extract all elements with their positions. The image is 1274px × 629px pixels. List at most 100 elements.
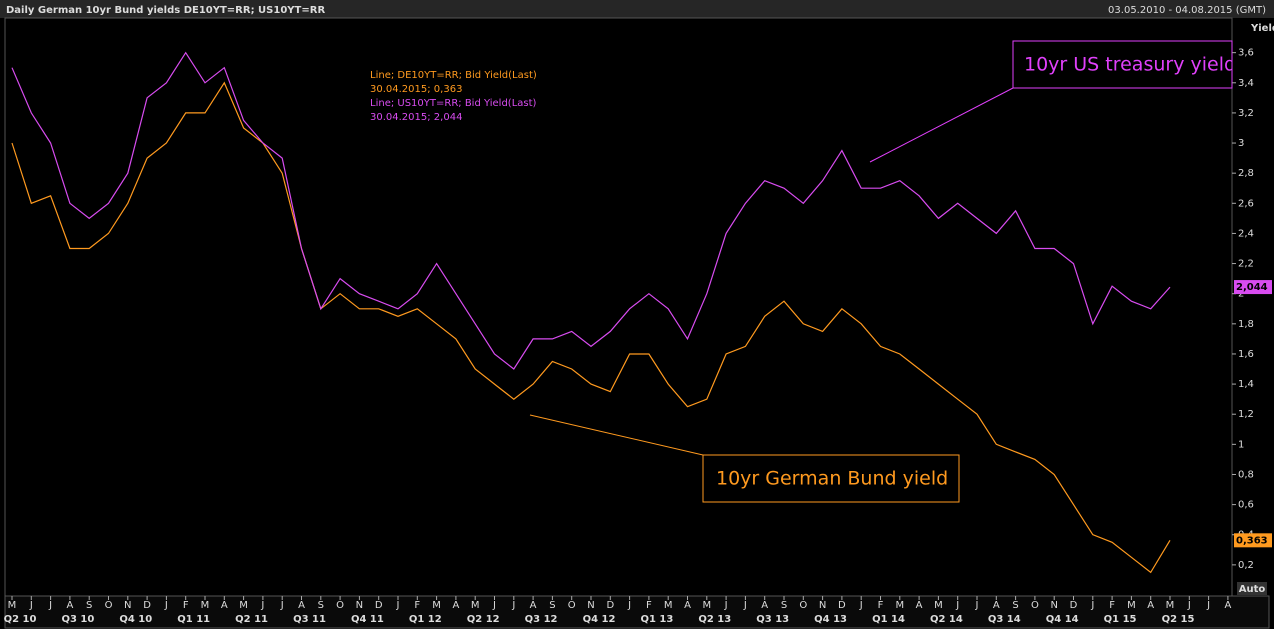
x-tick-label: O	[568, 600, 576, 611]
y-tick-label: 1,6	[1238, 349, 1254, 360]
x-tick-label: N	[587, 600, 594, 611]
x-tick-label: J	[627, 600, 631, 611]
x-tick-label: O	[1031, 600, 1039, 611]
x-tick-label: O	[105, 600, 113, 611]
x-tick-label: A	[298, 600, 305, 611]
quarter-label: Q1 13	[640, 614, 673, 625]
auto-label: Auto	[1239, 584, 1266, 595]
x-tick-label: M	[1127, 600, 1136, 611]
annotation-connector	[869, 87, 1014, 163]
x-tick-label: M	[239, 600, 248, 611]
x-tick-label: A	[684, 600, 691, 611]
x-tick-label: A	[1224, 600, 1231, 611]
x-tick-label: A	[452, 600, 459, 611]
x-tick-label: J	[48, 600, 52, 611]
quarter-label: Q2 14	[930, 614, 963, 625]
x-tick-label: S	[1012, 600, 1018, 611]
x-tick-label: D	[143, 600, 151, 611]
quarter-label: Q4 14	[1046, 614, 1079, 625]
annotation-box	[1012, 40, 1233, 89]
x-tick-label: F	[414, 600, 420, 611]
x-tick-label: J	[280, 600, 284, 611]
chart-title: Daily German 10yr Bund yields DE10YT=RR;…	[6, 5, 325, 16]
annotation-box	[702, 454, 960, 503]
x-tick-label: O	[799, 600, 807, 611]
last-value-label: 2,044	[1236, 282, 1268, 293]
x-axis-band	[4, 595, 1270, 629]
x-tick-label: N	[819, 600, 826, 611]
quarter-label: Q3 12	[525, 614, 558, 625]
quarter-label: Q4 10	[119, 614, 152, 625]
x-tick-label: A	[761, 600, 768, 611]
y-tick-label: 1	[1238, 439, 1244, 450]
x-tick-label: A	[221, 600, 228, 611]
x-tick-label: D	[1070, 600, 1078, 611]
series-line	[11, 81, 1171, 574]
x-tick-label: D	[375, 600, 383, 611]
date-range: 03.05.2010 - 04.08.2015 (GMT)	[1108, 5, 1266, 16]
quarter-label: Q1 11	[177, 614, 210, 625]
x-tick-label: M	[1166, 600, 1175, 611]
quarter-label: Q1 14	[872, 614, 905, 625]
x-tick-label: N	[1050, 600, 1057, 611]
x-tick-label: J	[1206, 600, 1210, 611]
y-tick-label: 0,2	[1238, 560, 1254, 571]
last-value-box	[1234, 533, 1272, 548]
x-tick-label: A	[916, 600, 923, 611]
y-tick-label: 2,8	[1238, 168, 1254, 179]
last-value-label: 0,363	[1236, 535, 1268, 546]
x-tick-label: N	[356, 600, 363, 611]
x-tick-label: J	[29, 600, 33, 611]
y-tick-label: 1,4	[1238, 379, 1254, 390]
y-tick-label: 2,4	[1238, 228, 1254, 239]
quarter-label: Q4 12	[583, 614, 616, 625]
x-tick-label: J	[724, 600, 728, 611]
x-tick-label: J	[511, 600, 515, 611]
quarter-label: Q2 11	[235, 614, 268, 625]
x-tick-label: D	[606, 600, 614, 611]
quarter-label: Q1 15	[1104, 614, 1137, 625]
quarter-label: Q3 10	[61, 614, 94, 625]
y-tick-label: 1,8	[1238, 319, 1254, 330]
annotation: 10yr German Bund yield	[716, 468, 948, 490]
x-tick-label: F	[1109, 600, 1115, 611]
x-tick-label: M	[664, 600, 673, 611]
annotation: 10yr US treasury yield	[1024, 54, 1236, 76]
y-tick-label: 2,2	[1238, 259, 1254, 270]
legend-line: 30.04.2015; 2,044	[370, 112, 462, 123]
x-tick-label: J	[260, 600, 264, 611]
y-tick-label: 2,6	[1238, 198, 1254, 209]
x-tick-label: F	[878, 600, 884, 611]
x-tick-label: J	[1187, 600, 1191, 611]
x-tick-label: D	[838, 600, 846, 611]
x-tick-label: J	[743, 600, 747, 611]
quarter-label: Q2 15	[1162, 614, 1195, 625]
x-tick-label: J	[492, 600, 496, 611]
y-tick-label: 0,6	[1238, 500, 1254, 511]
quarter-label: Q4 13	[814, 614, 847, 625]
x-tick-label: A	[993, 600, 1000, 611]
title-bar	[0, 0, 1274, 18]
x-tick-label: J	[975, 600, 979, 611]
x-tick-label: S	[86, 600, 92, 611]
quarter-label: Q2 12	[467, 614, 500, 625]
x-tick-label: M	[8, 600, 17, 611]
series-line	[11, 51, 1171, 370]
x-tick-label: M	[702, 600, 711, 611]
quarter-label: Q2 10	[4, 614, 37, 625]
legend-line: Line; DE10YT=RR; Bid Yield(Last)	[370, 70, 537, 81]
auto-button[interactable]	[1237, 582, 1267, 595]
x-tick-label: F	[183, 600, 189, 611]
x-tick-label: J	[955, 600, 959, 611]
x-tick-label: A	[530, 600, 537, 611]
x-tick-label: O	[336, 600, 344, 611]
x-tick-label: M	[471, 600, 480, 611]
annotation-connector	[529, 414, 704, 456]
y-tick-label: 3,6	[1238, 48, 1254, 59]
y-axis-label: Yield	[1250, 23, 1274, 34]
y-tick-label: 2	[1238, 289, 1244, 300]
x-tick-label: S	[318, 600, 324, 611]
x-tick-label: M	[934, 600, 943, 611]
y-tick-label: 3,4	[1238, 78, 1254, 89]
x-tick-label: M	[895, 600, 904, 611]
